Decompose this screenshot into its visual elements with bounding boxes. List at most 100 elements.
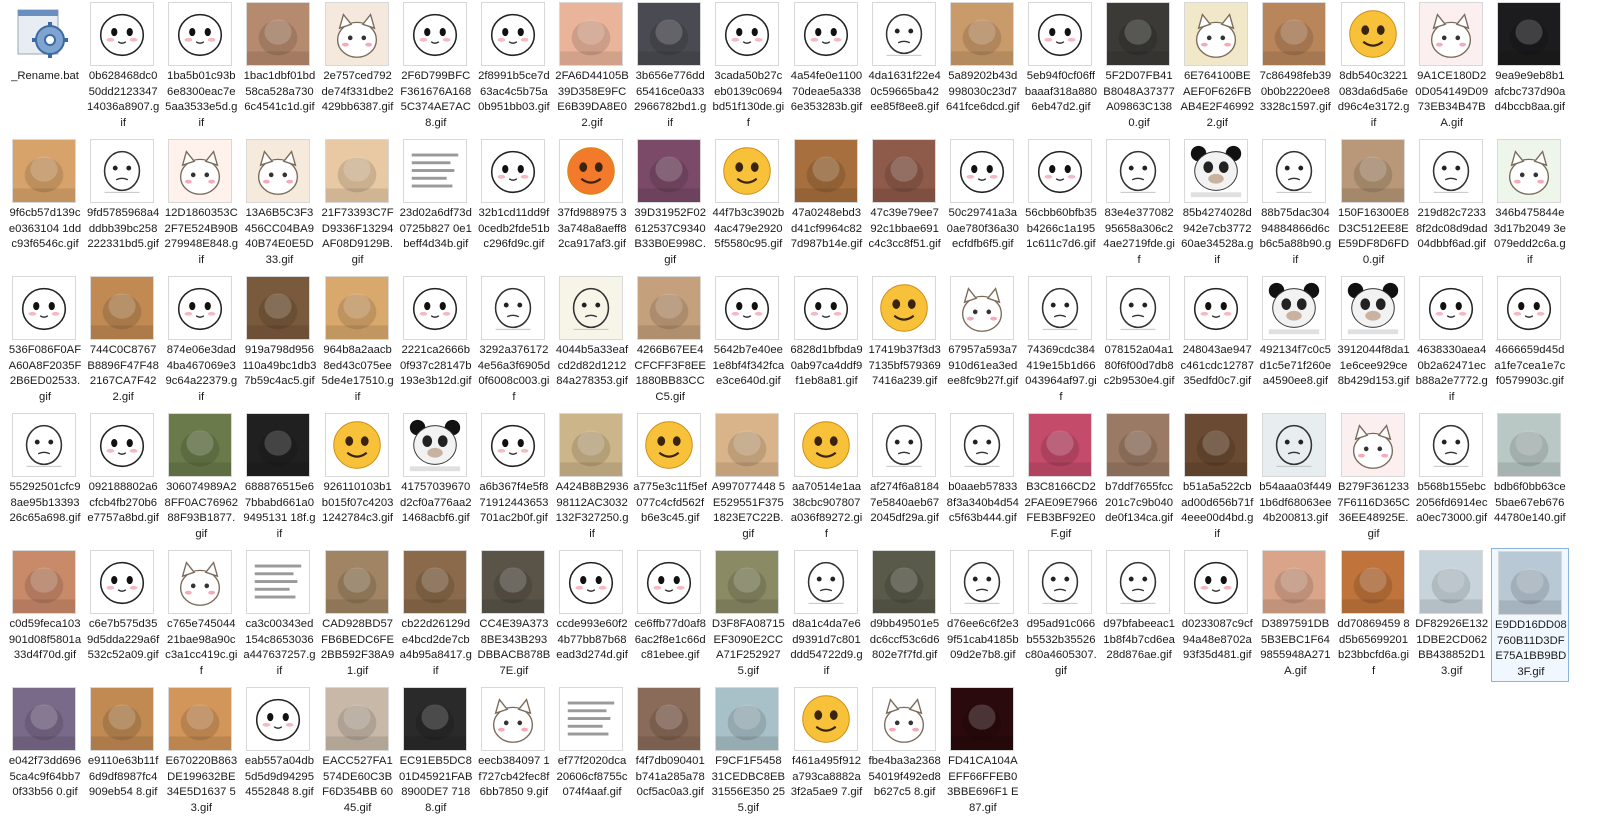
file-item[interactable]: 9f6cb57d139ce0363104 1ddc93f6546c.gif — [6, 137, 84, 271]
file-item[interactable]: eab557a04db5d5d9d942954552848 8.gif — [240, 685, 318, 819]
file-item[interactable]: F9CF1F5458 31CEDBC8EB31556E350 255.gif — [709, 685, 787, 819]
file-item[interactable]: e9110e63b11f6d9df8987fc4909eb54 8.gif — [84, 685, 162, 819]
file-item[interactable]: 5eb94f0cf06ffbaaaf318a8806eb47d2.gif — [1022, 0, 1100, 134]
file-item[interactable]: 5a89202b43d998030c23d7641fce6dcd.gif — [944, 0, 1022, 134]
file-item[interactable]: cb22d26129de4bcd2de7cba4b95a8417.gif — [397, 548, 475, 682]
file-item[interactable]: 1ba5b01c93b6e8300eac7e5aa3533e5d.gif — [162, 0, 240, 134]
file-item[interactable]: 3292a3761724e56a3f6905d0f6008c003.gif — [475, 274, 553, 408]
file-item[interactable]: 39D31952F02612537C9340B33B0E998C.gif — [631, 137, 709, 271]
file-item[interactable]: 83e4e37708295658a306c24ae2719fde.gif — [1100, 137, 1178, 271]
file-item[interactable]: 2F6D799BFCF361676A1685C374AE7AC8.gif — [397, 0, 475, 134]
file-item[interactable]: 55292501cfc98ae95b1339326c65a698.gif — [6, 411, 84, 545]
file-item[interactable]: A997077448 5E529551F3751823E7C22B.gif — [709, 411, 787, 545]
file-item[interactable]: 47a0248ebd3d41cf9964c827d987b14e.gif — [788, 137, 866, 271]
file-item[interactable]: 248043ae947c461cdc1278735edfd0c7.gif — [1178, 274, 1256, 408]
file-item[interactable]: 6E764100BEAEF0F626FBAB4E2F469922.gif — [1178, 0, 1256, 134]
file-item[interactable]: 23d02a6df73d0725b827 0e1beff4d34b.gif — [397, 137, 475, 271]
file-item[interactable]: bdb6f0bb63ce5bae67eb67644780e140.gif — [1491, 411, 1569, 545]
file-item[interactable]: 688876515e67bbabd661a09495131 18f.gif — [240, 411, 318, 545]
file-item[interactable]: 50c29741a3a0ae780f36a30ecfdfb6f5.gif — [944, 137, 1022, 271]
file-item[interactable]: f4f7db090401b741a285a780cf5ac0a3.gif — [631, 685, 709, 819]
file-item[interactable]: 219d82c72338f2dc08d9dad04dbbf6ad.gif — [1413, 137, 1491, 271]
file-item[interactable]: 5F2D07FB41B8048A37377A09863C1380.gif — [1100, 0, 1178, 134]
file-item[interactable]: D3897591DB5B3EBC1F649855948A271A.gif — [1256, 548, 1334, 682]
file-item[interactable]: 3912044f8da11e6cee929ce8b429d153.gif — [1335, 274, 1413, 408]
file-item[interactable]: b54aaa03f4491b6df68063ee4b200813.gif — [1256, 411, 1334, 545]
file-item[interactable]: 964b8a2aacb8ed43c075ee5de4e17510.gif — [319, 274, 397, 408]
file-item[interactable]: 744C0C8767B8896F47F482167CA7F422.gif — [84, 274, 162, 408]
file-item[interactable]: CAD928BD57FB6BEDC6FE2BB592F38A91.gif — [319, 548, 397, 682]
file-item[interactable]: a775e3c11f5ef077c4cfd562fb6e3c45.gif — [631, 411, 709, 545]
file-item[interactable]: 5642b7e40ee1e8bf4f342fcae3ce640d.gif — [709, 274, 787, 408]
file-item[interactable]: 41757039670d2cf0a776aa21468acbf6.gif — [397, 411, 475, 545]
file-item[interactable]: aa70514e1aa38cbc907807a036f89272.gif — [788, 411, 866, 545]
file-item[interactable]: d95ad91c066b5532b35526c80a4605307.gif — [1022, 548, 1100, 682]
file-item[interactable]: 3cada50b27ceb0139c0694bd51f130de.gif — [709, 0, 787, 134]
file-item[interactable]: 88b75dac30494884866d6cb6c5a88b90.gif — [1256, 137, 1334, 271]
file-item[interactable]: d8a1c4da7e6d9391d7c801ddd54722d9.gif — [788, 548, 866, 682]
file-item[interactable]: 3b656e776dd65416ce0a332966782bd1.gif — [631, 0, 709, 134]
file-item[interactable]: 37fd988975 33a748a8aeff82ca917af3.gif — [553, 137, 631, 271]
file-item[interactable]: 9fd5785968a4ddbb39bc258222331bd5.gif — [84, 137, 162, 271]
file-item[interactable]: 346b475844e3d17b2049 3e079edd2c6a.gif — [1491, 137, 1569, 271]
file-item[interactable]: 2f8991b5ce7d63ac4c5b75a0b951bb03.gif — [475, 0, 553, 134]
file-item[interactable]: 874e06e3dad4ba467069e39c64a22379.gif — [162, 274, 240, 408]
file-item[interactable]: 2e757ced792de74f331dbe2429bb6387.gif — [319, 0, 397, 134]
file-item[interactable]: 6828d1bfbda90ab97ca4ddf9f1eb8a81.gif — [788, 274, 866, 408]
file-item[interactable]: 919a798d956110a49bc1db37b59c4ac5.gif — [240, 274, 318, 408]
file-item[interactable]: B3C8166CD22FAE09E7966FEB3BF92E0F.gif — [1022, 411, 1100, 545]
file-item[interactable]: 74369cdc384419e15b1d66043964af97.gif — [1022, 274, 1100, 408]
file-item[interactable]: 150F16300E8D3C512EE8EE59DF8D6FD0.gif — [1335, 137, 1413, 271]
file-item[interactable]: dd70869459 8d5b65699201b23bbcfd6a.gif — [1335, 548, 1413, 682]
file-item[interactable]: b51a5a522cbad00d656b71f4eee00d4bd.gif — [1178, 411, 1256, 545]
file-item[interactable]: 47c39e79ee792c1bbae691c4c3cc8f51.gif — [866, 137, 944, 271]
file-item[interactable]: _Rename.bat — [6, 0, 84, 134]
file-item[interactable]: 0b628468dc050dd212334714036a8907.gif — [84, 0, 162, 134]
file-item[interactable]: 13A6B5C3F3456CC04BA940B74E0E5D33.gif — [240, 137, 318, 271]
file-item[interactable]: 9A1CE180D20D054149D0973EB34B47BA.gif — [1413, 0, 1491, 134]
file-item[interactable]: fbe4ba3a236854019f492ed8b627c5 8.gif — [866, 685, 944, 819]
file-item[interactable]: E9DD16DD08760B11D3DFE75A1BB9BD3F.gif — [1490, 548, 1569, 682]
file-item[interactable]: ccde993e60f24b77bb87b68ead3d274d.gif — [553, 548, 631, 682]
file-item[interactable]: 2221ca2666b0f937c28147b193e3b12d.gif — [397, 274, 475, 408]
file-item[interactable]: FD41CA104AEFF66FFEB03BBE696F1 E87.gif — [944, 685, 1022, 819]
file-item[interactable]: 306074989A28FF0AC7696288F93B1877.gif — [162, 411, 240, 545]
file-item[interactable]: 12D1860353C2F7E524B90B279948E848.gif — [162, 137, 240, 271]
file-item[interactable]: 092188802a6cfcb4fb270b6e7757a8bd.gif — [84, 411, 162, 545]
file-item[interactable]: 17419b37f3d37135bf5793697416a239.gif — [866, 274, 944, 408]
file-item[interactable]: 9ea9e9eb8b1afcbc737d90ad4bccb8aa.gif — [1491, 0, 1569, 134]
file-item[interactable]: 8db540c3221083da6d5a6ed96c4e3172.gif — [1335, 0, 1413, 134]
file-item[interactable]: 32b1cd11dd9f0cedb2fde51bc296fd9c.gif — [475, 137, 553, 271]
file-item[interactable]: DF82926E1321DBE2CD062BB438852D13.gif — [1413, 548, 1491, 682]
file-item[interactable]: af274f6a81847e5840aeb672045df29a.gif — [866, 411, 944, 545]
file-item[interactable]: d0233087c9cf94a48e8702a93f35d481.gif — [1178, 548, 1256, 682]
file-item[interactable]: ca3c00343ed154c8653036a447637257.gif — [240, 548, 318, 682]
file-item[interactable]: A424B8B293698112AC3032132F327250.gif — [553, 411, 631, 545]
file-item[interactable]: E670220B863DE199632BE34E5D1637 53.gif — [162, 685, 240, 819]
file-item[interactable]: b568b155ebc2056fd6914eca0ec73000.gif — [1413, 411, 1491, 545]
file-item[interactable]: ce6ffb77d0af86ac2f8e1c66dc81ebee.gif — [631, 548, 709, 682]
file-item[interactable]: e042f73dd6965ca4c9f64bb70f33b56 0.gif — [6, 685, 84, 819]
file-item[interactable]: eecb384097 1f727cb42fec8f6bb7850 9.gif — [475, 685, 553, 819]
file-item[interactable]: 21F73393C7FD9336F13294AF08D9129B.gif — [319, 137, 397, 271]
file-item[interactable]: c0d59feca103901d08f5801a33d4f70d.gif — [6, 548, 84, 682]
file-item[interactable]: 4044b5a33eafcd2d82d121284a278353.gif — [553, 274, 631, 408]
file-item[interactable]: d9bb49501e5dc6ccf53c6d6802e7f7fd.gif — [866, 548, 944, 682]
file-item[interactable]: 492134f7c0c5d1c5e71f260ea4590ee8.gif — [1256, 274, 1334, 408]
file-item[interactable]: 1bac1dbf01bd58ca528a7306c4541c1d.gif — [240, 0, 318, 134]
file-item[interactable]: 536F086F0AFA60A8F2035F2B6ED02533.gif — [6, 274, 84, 408]
file-item[interactable]: a6b367f4e5f871912443653701ac2b0f.gif — [475, 411, 553, 545]
file-item[interactable]: c765e74504421bae98a90cc3a1cc419c.gif — [162, 548, 240, 682]
file-item[interactable]: b7ddf7655fcc201c7c9b040de0f134ca.gif — [1100, 411, 1178, 545]
file-item[interactable]: 4638330aea40b2a62471ecb88a2e7772.gif — [1413, 274, 1491, 408]
file-item[interactable]: EC91EB5DC801D45921FAB8900DE7 7188.gif — [397, 685, 475, 819]
file-item[interactable]: 44f7b3c3902b4ac479e29205f5580c95.gif — [709, 137, 787, 271]
file-item[interactable]: 56cbb60bfb35b4266c1a1951c611c7d6.gif — [1022, 137, 1100, 271]
file-item[interactable]: D3F8FA08715EF3090E2CCA71F2529275.gif — [709, 548, 787, 682]
file-item[interactable]: 4266B67EE4CFCFF3F8EE1880BB83CCC5.gif — [631, 274, 709, 408]
file-item[interactable]: 078152a04a180f6f00d7db8c2b9530e4.gif — [1100, 274, 1178, 408]
file-item[interactable]: 926110103b1b015f07c42031242784c3.gif — [319, 411, 397, 545]
file-item[interactable]: d76ee6c6f2e39f51cab4185b09d2e7b8.gif — [944, 548, 1022, 682]
file-item[interactable]: 4666659d45da1fe7cea1e7cf0579903c.gif — [1491, 274, 1569, 408]
